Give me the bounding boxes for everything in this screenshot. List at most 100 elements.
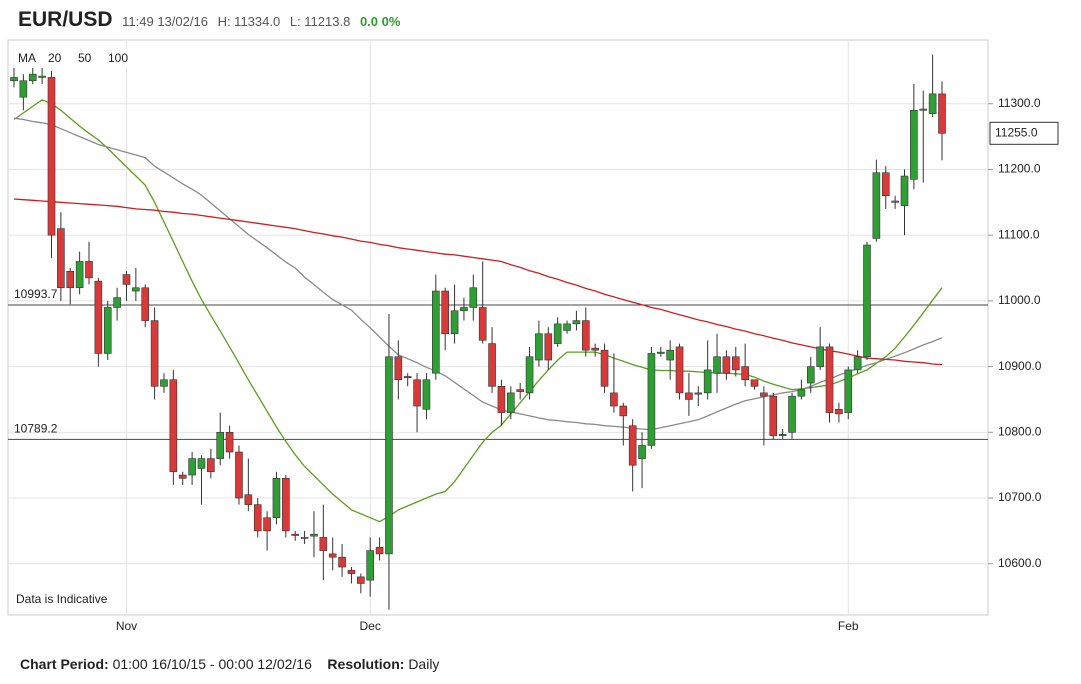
reference-label: 10993.7: [14, 287, 58, 301]
candle-body: [938, 93, 946, 134]
change: 0.0 0%: [359, 14, 401, 29]
period: 01:00 16/10/15 - 00:00 12/02/16: [112, 656, 312, 672]
candle-body: [600, 349, 609, 387]
candle-body: [488, 343, 496, 387]
candle-body: [225, 432, 234, 453]
candle-body: [85, 261, 93, 279]
candle-body: [853, 356, 862, 371]
candle-body: [656, 351, 665, 354]
candle-body: [394, 356, 403, 381]
y-tick-label: 10600.0: [998, 556, 1042, 570]
candle-body: [572, 320, 581, 325]
resolution: Daily: [408, 656, 440, 672]
candle-body: [38, 75, 46, 78]
candle-body: [881, 172, 890, 197]
candle-body: [525, 356, 534, 394]
candle-body: [469, 287, 478, 308]
time: 11:49 13/02/16: [122, 14, 208, 29]
candle-body: [835, 409, 843, 415]
candle-body: [806, 366, 815, 384]
candle-body: [825, 346, 834, 413]
y-tick-label: 11100.0: [998, 227, 1040, 241]
last-price-label: 11255.0: [995, 125, 1038, 139]
candle-body: [375, 547, 384, 555]
candle-body: [713, 356, 721, 374]
candle-body: [122, 274, 131, 285]
candle-body: [750, 379, 759, 387]
candle-body: [507, 392, 515, 413]
high: H: 11334.0: [217, 14, 281, 29]
candle-body: [797, 389, 806, 397]
candle-body: [722, 356, 731, 374]
candle-body: [47, 77, 56, 236]
candle-body: [291, 533, 300, 536]
candle-body: [319, 537, 328, 551]
candle-body: [685, 392, 693, 400]
candle-body: [300, 537, 309, 539]
candle-body: [197, 458, 206, 469]
candle-body: [103, 307, 112, 354]
candle-body: [516, 389, 524, 392]
candle-body: [113, 297, 121, 308]
y-tick-label: 10800.0: [998, 424, 1042, 438]
candle-body: [910, 110, 918, 180]
candle-body: [591, 347, 599, 351]
candle-body: [216, 432, 225, 459]
candle-body: [366, 550, 375, 581]
candle-body: [66, 271, 75, 289]
candle-body: [553, 323, 562, 344]
candle-body: [207, 458, 215, 473]
candle-body: [788, 395, 796, 433]
candle-body: [666, 349, 674, 361]
candle-body: [450, 310, 459, 335]
candle-body: [94, 280, 103, 354]
candle-body: [357, 576, 365, 584]
candle-body: [619, 405, 628, 417]
legend-entry: 20: [48, 51, 62, 65]
candle-body: [75, 261, 84, 289]
reference-label: 10789.2: [14, 422, 58, 436]
period-label: Chart Period:: [20, 656, 109, 672]
candle-body: [610, 392, 618, 407]
x-tick-label: Dec: [360, 619, 381, 633]
candle-body: [891, 200, 899, 203]
legend-title: MA: [18, 51, 36, 65]
candle-body: [150, 320, 159, 387]
low: L: 11213.8: [289, 14, 351, 29]
candle-body: [160, 379, 168, 387]
candle-body: [497, 386, 506, 413]
candle-body: [403, 376, 412, 379]
candle-body: [769, 395, 778, 436]
candle-body: [57, 228, 65, 289]
candle-body: [900, 175, 909, 206]
legend-entry: 50: [78, 51, 92, 65]
candle-body: [244, 494, 253, 505]
candle-body: [10, 77, 18, 82]
symbol: EUR/USD: [18, 8, 113, 31]
candle-body: [694, 392, 703, 395]
candle-body: [178, 474, 187, 479]
candle-body: [844, 369, 853, 413]
y-tick-label: 11200.0: [998, 162, 1041, 176]
candle-body: [132, 287, 140, 292]
legend-entry: 100: [108, 51, 128, 65]
candle-body: [328, 553, 337, 558]
candle-body: [760, 392, 768, 397]
candle-body: [422, 379, 431, 410]
candle-body: [432, 290, 440, 374]
candle-body: [169, 379, 178, 473]
candle-body: [628, 425, 637, 466]
candle-body: [19, 80, 28, 98]
plot-frame: [7, 39, 989, 616]
y-tick-label: 10700.0: [998, 490, 1042, 504]
candle-body: [338, 556, 346, 568]
candle-body: [816, 346, 824, 367]
candle-body: [310, 533, 318, 537]
candle-body: [703, 369, 712, 394]
footer: Chart Period: 01:00 16/10/15 - 00:00 12/…: [20, 656, 439, 672]
candle-body: [647, 353, 656, 446]
y-tick-label: 11300.0: [998, 96, 1041, 110]
annotation: Data is Indicative: [16, 592, 108, 606]
ma-line: [13, 198, 943, 366]
y-tick-label: 11000.0: [998, 293, 1041, 307]
